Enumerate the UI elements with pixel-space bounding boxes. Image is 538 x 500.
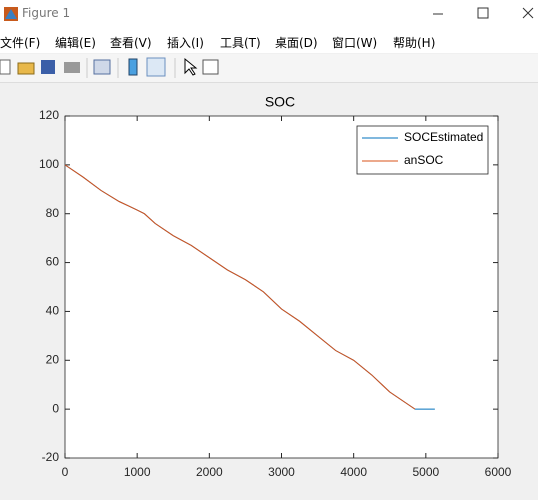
colorbar-button[interactable] xyxy=(128,58,138,76)
x-tick-label: 5000 xyxy=(412,465,439,479)
open-button[interactable] xyxy=(17,62,35,75)
menu-item[interactable]: 窗口(W) xyxy=(332,36,378,50)
toolbar xyxy=(0,54,538,83)
app-icon xyxy=(4,7,18,21)
y-tick-label: 60 xyxy=(46,255,60,269)
menu-item[interactable]: 查看(V) xyxy=(110,36,152,50)
legend-button[interactable] xyxy=(146,57,166,77)
x-tick-label: 6000 xyxy=(485,465,512,479)
property-button[interactable] xyxy=(202,59,219,75)
toolbar-icons xyxy=(0,57,219,78)
y-tick-label: 80 xyxy=(46,206,60,220)
x-tick-label: 1000 xyxy=(124,465,151,479)
x-tick-label: 4000 xyxy=(340,465,367,479)
y-tick-label: 0 xyxy=(52,401,59,415)
print-button[interactable] xyxy=(64,62,80,73)
y-tick-label: 40 xyxy=(46,304,60,318)
x-tick-label: 0 xyxy=(62,465,69,479)
window-controls xyxy=(433,7,534,19)
y-tick-label: -20 xyxy=(42,450,60,464)
new-button[interactable] xyxy=(0,59,11,75)
legend-box xyxy=(356,125,489,175)
menu-bar: 文件(F) 编辑(E) 查看(V) 插入(I) 工具(T) 桌面(D) 窗口(W) 帮助(H) xyxy=(0,29,538,53)
y-tick-label: 100 xyxy=(39,157,59,171)
save-button[interactable] xyxy=(41,60,55,74)
x-tick-label: 2000 xyxy=(196,465,223,479)
menu-item[interactable]: 帮助(H) xyxy=(393,36,436,50)
maximize-button[interactable] xyxy=(477,7,489,19)
menu-item[interactable]: 工具(T) xyxy=(220,36,261,50)
legend-label: anSOC xyxy=(404,153,444,167)
window-title: Figure 1 xyxy=(22,6,71,20)
x-tick-label: 3000 xyxy=(268,465,295,479)
data-line xyxy=(64,164,416,410)
menu-item[interactable]: 文件(F) xyxy=(0,36,41,50)
y-tick-label: 20 xyxy=(46,352,60,366)
menu-item[interactable]: 编辑(E) xyxy=(55,36,96,50)
menu-item[interactable]: 桌面(D) xyxy=(275,36,318,50)
chart-title: SOC xyxy=(265,94,295,110)
pointer-button[interactable] xyxy=(184,57,198,76)
y-tick-label: 120 xyxy=(39,108,59,122)
close-button[interactable] xyxy=(522,7,534,19)
title-bar: Figure 1 xyxy=(0,0,538,29)
link-button[interactable] xyxy=(93,59,111,75)
legend-label: SOCEstimated xyxy=(404,130,483,144)
menu-item[interactable]: 插入(I) xyxy=(167,36,204,50)
